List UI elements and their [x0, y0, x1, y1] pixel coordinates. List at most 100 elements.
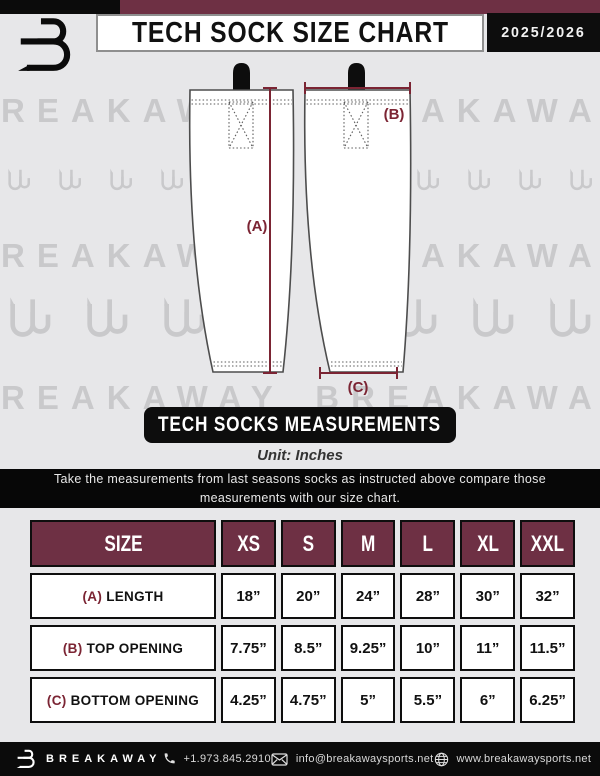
cell-value: 6” [479, 691, 496, 709]
cell-value: 5” [360, 691, 376, 709]
cell-value: 30” [475, 587, 500, 605]
cell-value: 6.25” [529, 691, 566, 709]
season-label: 2025/2026 [501, 24, 586, 41]
measurements-banner-title: TECH SOCKS MEASUREMENTS [158, 413, 442, 436]
watermark-text-row: BREAKAWAY BREAKAWAY [0, 237, 600, 274]
cell-value: 7.75” [230, 639, 267, 657]
row-length-label: (A) LENGTH [30, 573, 216, 619]
table-cell: 11” [460, 625, 516, 671]
table-cell: 4.25” [221, 677, 276, 723]
cell-value: 32” [535, 587, 560, 605]
table-cell: 32” [520, 573, 575, 619]
footer-phone-number: +1.973.845.2910 [183, 753, 271, 765]
stitch-lines-right [306, 99, 409, 367]
footer-website-url: www.breakawaysports.net [456, 753, 592, 765]
size-table: SIZE XS S M L XL XXL (A) LENGTH 18” 20” … [30, 520, 575, 723]
cell-value: 10” [415, 639, 440, 657]
instruction-line-1: Take the measurements from last seasons … [54, 471, 546, 486]
cell-value: 24” [355, 587, 381, 605]
cell-value: 11.5” [529, 639, 566, 657]
table-cell: 4.75” [280, 677, 336, 723]
row-label: LENGTH [106, 588, 164, 604]
sock-outline-right [303, 89, 412, 373]
footer-bar: BREAKAWAY +1.973.845.2910 info@breakaway… [0, 742, 600, 776]
header-maroon-strip [120, 0, 600, 14]
table-cell: 9.25” [340, 625, 396, 671]
sock-diagram: (A) (B) (C) [188, 63, 412, 395]
table-cell: 11.5” [520, 625, 575, 671]
header-black-strip [0, 0, 120, 14]
breakaway-b-icon [518, 168, 542, 194]
row-label: BOTTOM OPENING [70, 692, 200, 708]
table-header-xl: XL [460, 520, 516, 567]
header-label: SIZE [103, 530, 143, 556]
header-label: XL [476, 530, 499, 556]
breakaway-b-icon [85, 296, 129, 344]
mail-icon [271, 752, 288, 766]
breakaway-b-icon [7, 168, 31, 194]
breakaway-b-icon [471, 296, 515, 344]
cell-value: 11” [476, 639, 500, 657]
footer-brand-name: BREAKAWAY [46, 753, 162, 765]
table-header-xs: XS [221, 520, 276, 567]
footer-brand: BREAKAWAY [16, 749, 162, 769]
label-a: (A) [247, 218, 268, 235]
watermark-text-row: BREAKAWAY BREAKAWAY [0, 92, 600, 129]
instruction-line-2: measurements with our size chart. [199, 490, 401, 505]
header-label: S [302, 530, 314, 556]
cell-value: 4.25” [230, 691, 267, 709]
breakaway-b-icon [569, 168, 593, 194]
table-header-xxl: XXL [520, 520, 575, 567]
table-header-s: S [280, 520, 336, 567]
cell-value: 20” [296, 587, 321, 605]
stitch-lines-left [191, 99, 292, 367]
header-label: XS [236, 530, 260, 556]
phone-icon [164, 753, 175, 764]
cell-value: 8.5” [294, 639, 323, 657]
label-b: (B) [384, 106, 405, 123]
table-cell: 10” [400, 625, 456, 671]
row-key: (B) [62, 640, 87, 656]
table-cell: 5.5” [400, 677, 456, 723]
table-header-m: M [340, 520, 396, 567]
cell-value: 5.5” [413, 691, 443, 709]
measurements-banner: TECH SOCKS MEASUREMENTS [144, 407, 456, 443]
breakaway-b-icon [467, 168, 491, 194]
table-cell: 6” [460, 677, 516, 723]
row-key: (C) [46, 692, 71, 708]
breakaway-b-icon [109, 168, 133, 194]
header-label: L [422, 530, 434, 556]
cell-value: 18” [236, 587, 261, 605]
table-cell: 30” [460, 573, 516, 619]
header-label: XXL [530, 530, 565, 556]
cell-value: 28” [415, 587, 440, 605]
row-key: (A) [82, 588, 107, 604]
table-cell: 18” [221, 573, 276, 619]
table-cell: 24” [340, 573, 396, 619]
measure-line-a [263, 87, 277, 374]
footer-phone[interactable]: +1.973.845.2910 [162, 752, 271, 766]
breakaway-b-icon [8, 296, 52, 344]
table-cell: 5” [340, 677, 396, 723]
sock-tab [348, 63, 365, 90]
breakaway-b-icon [58, 168, 82, 194]
footer-email[interactable]: info@breakawaysports.net [271, 752, 434, 766]
table-cell: 20” [280, 573, 336, 619]
instruction-bar: Take the measurements from last seasons … [0, 469, 600, 508]
table-cell: 7.75” [221, 625, 276, 671]
table-header-size: SIZE [30, 520, 216, 567]
cell-value: 9.25” [349, 639, 387, 657]
page-title-box: TECH SOCK SIZE CHART [96, 14, 484, 52]
sock-outline-left [188, 89, 295, 373]
page-title: TECH SOCK SIZE CHART [131, 16, 449, 49]
table-header-l: L [400, 520, 456, 567]
breakaway-logo-footer [16, 749, 38, 769]
cell-value: 4.75” [289, 691, 327, 709]
row-label: TOP OPENING [86, 640, 184, 656]
unit-note: Unit: Inches [257, 447, 343, 464]
footer-email-address: info@breakawaysports.net [295, 753, 434, 765]
footer-website[interactable]: www.breakawaysports.net [434, 752, 592, 767]
measure-line-c [319, 367, 398, 379]
